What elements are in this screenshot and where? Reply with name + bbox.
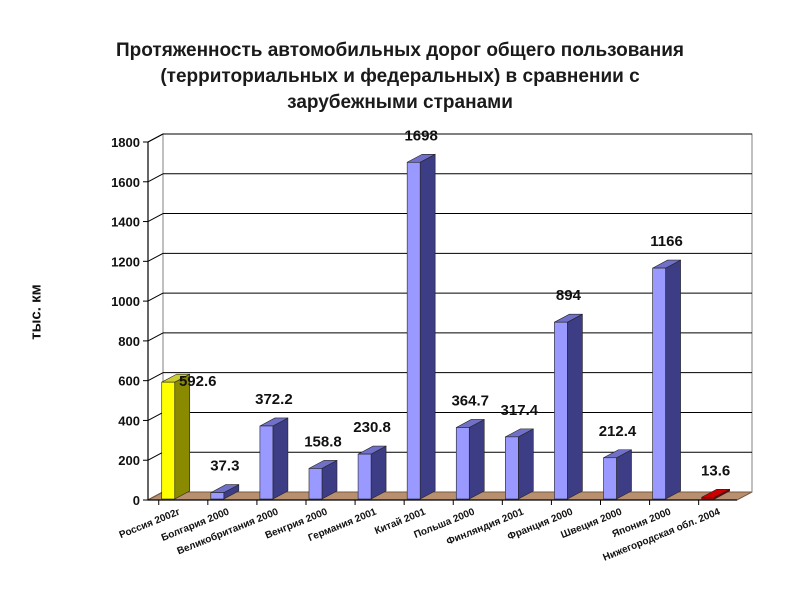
chart-title-line-2: (территориальных и федеральных) в сравне… — [160, 66, 640, 87]
bar-value-label: 158.8 — [304, 433, 342, 450]
y-tick-label: 1000 — [111, 294, 140, 309]
bar-value-label: 364.7 — [451, 392, 489, 409]
bar-side — [272, 417, 289, 500]
bar — [505, 436, 519, 500]
bar — [603, 457, 617, 500]
bar-value-label: 13.6 — [701, 462, 730, 479]
y-tick-label: 200 — [118, 453, 140, 468]
y-tick-label: 400 — [118, 413, 140, 428]
gridline-side — [147, 372, 164, 382]
gridline-side — [147, 412, 164, 421]
bar-value-label: 1166 — [650, 233, 683, 250]
bar — [701, 496, 715, 500]
bar-side — [174, 373, 191, 500]
bar-side — [665, 259, 681, 500]
bar-side — [370, 445, 387, 500]
gridline-side — [147, 332, 164, 342]
bar-value-label: 1698 — [404, 127, 437, 144]
bar — [455, 427, 470, 500]
y-tick-label: 0 — [133, 493, 140, 508]
bar — [357, 453, 372, 500]
bar-value-label: 230.8 — [353, 419, 391, 436]
y-tick-label: 1200 — [111, 254, 140, 269]
bar-side — [518, 428, 534, 500]
bar-value-label: 894 — [556, 287, 582, 304]
gridline-side — [147, 252, 164, 262]
gridline-side — [147, 133, 164, 143]
gridline-side — [147, 173, 164, 183]
bar — [406, 161, 421, 500]
gridline-side — [147, 292, 164, 302]
y-tick-label: 600 — [118, 374, 140, 389]
y-tick-label: 1800 — [111, 135, 140, 150]
bar-side — [616, 449, 632, 500]
chart-title-line-1: Протяженность автомобильных дорог общего… — [116, 40, 684, 61]
bar-side — [567, 313, 583, 500]
chart-title-line-3: зарубежными странами — [287, 92, 513, 113]
bar-side — [419, 153, 436, 500]
bar — [210, 492, 225, 500]
gridline-side — [147, 213, 164, 222]
bar-value-label: 317.4 — [501, 402, 539, 419]
y-tick-label: 1400 — [111, 215, 140, 230]
bar-value-label: 592.6 — [179, 373, 217, 390]
bar — [652, 267, 666, 500]
bar-side — [468, 418, 485, 500]
y-tick-label: 800 — [118, 334, 140, 349]
bar — [259, 425, 274, 500]
gridline-side — [147, 451, 164, 461]
bar — [554, 321, 568, 500]
bar-value-label: 372.2 — [255, 391, 293, 408]
bar — [308, 468, 323, 500]
y-tick-label: 1600 — [111, 175, 140, 190]
bar — [161, 381, 176, 500]
bar-value-label: 212.4 — [599, 423, 637, 440]
bar-value-label: 37.3 — [210, 458, 239, 475]
plot-side-wall — [147, 133, 164, 501]
chart-title: Протяженность автомобильных дорог общего… — [40, 38, 760, 116]
